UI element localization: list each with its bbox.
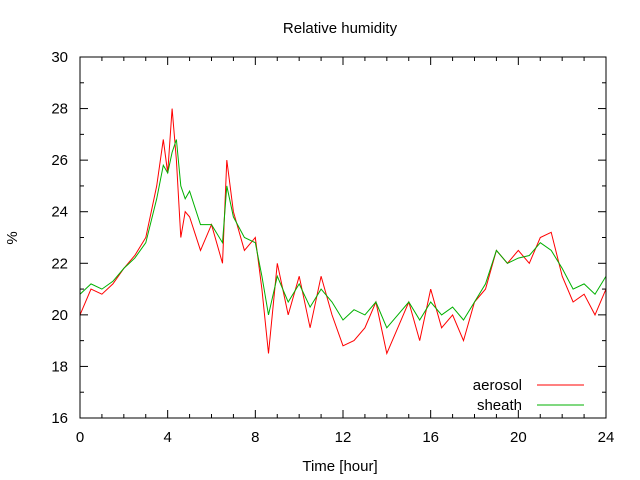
y-tick-label: 26 bbox=[51, 152, 68, 169]
series-line-sheath bbox=[79, 139, 607, 329]
x-tick-label: 4 bbox=[163, 429, 171, 446]
x-axis: 0 4 8 12 16 20 24 bbox=[76, 57, 615, 446]
y-tick-label: 24 bbox=[51, 204, 68, 221]
x-tick-label: 16 bbox=[422, 429, 439, 446]
y-tick-label: 22 bbox=[51, 255, 68, 272]
y-axis: 16 18 20 22 24 26 28 30 bbox=[51, 49, 606, 427]
series-line-aerosol bbox=[79, 108, 607, 356]
y-tick-label: 28 bbox=[51, 101, 68, 118]
plot-frame bbox=[79, 56, 607, 419]
chart-title: Relative humidity bbox=[283, 20, 398, 37]
y-axis-label: % bbox=[4, 231, 21, 244]
x-tick-label: 12 bbox=[335, 429, 352, 446]
x-tick-label: 20 bbox=[510, 429, 527, 446]
y-tick-label: 16 bbox=[51, 410, 68, 427]
y-tick-label: 18 bbox=[51, 358, 68, 375]
y-tick-label: 20 bbox=[51, 307, 68, 324]
plot-lines bbox=[79, 108, 607, 356]
legend-label-sheath: sheath bbox=[477, 397, 522, 414]
x-tick-label: 24 bbox=[598, 429, 615, 446]
legend-label-aerosol: aerosol bbox=[473, 377, 522, 394]
x-tick-label: 0 bbox=[76, 429, 84, 446]
y-tick-label: 30 bbox=[51, 49, 68, 66]
legend: aerosol sheath bbox=[473, 377, 584, 414]
x-tick-label: 8 bbox=[251, 429, 259, 446]
x-axis-label: Time [hour] bbox=[302, 458, 377, 475]
